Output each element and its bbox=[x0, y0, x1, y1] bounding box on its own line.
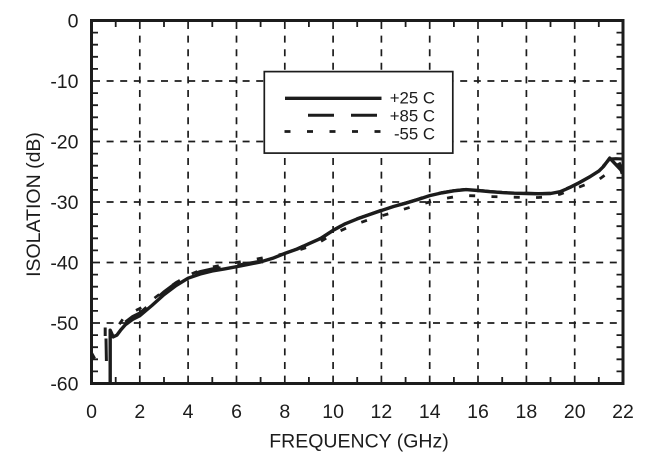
svg-text:10: 10 bbox=[322, 401, 344, 423]
svg-text:8: 8 bbox=[279, 401, 290, 423]
svg-text:-20: -20 bbox=[50, 132, 78, 154]
svg-text:0: 0 bbox=[68, 11, 79, 33]
svg-text:16: 16 bbox=[467, 401, 489, 423]
svg-text:-60: -60 bbox=[50, 374, 78, 396]
svg-text:-30: -30 bbox=[50, 192, 78, 214]
svg-text:ISOLATION (dB): ISOLATION (dB) bbox=[23, 132, 45, 277]
svg-text:22: 22 bbox=[612, 401, 634, 423]
svg-text:-55 C: -55 C bbox=[394, 125, 435, 144]
svg-text:20: 20 bbox=[564, 401, 586, 423]
svg-text:4: 4 bbox=[183, 401, 194, 423]
svg-text:FREQUENCY (GHz): FREQUENCY (GHz) bbox=[269, 431, 448, 453]
svg-text:18: 18 bbox=[516, 401, 538, 423]
svg-text:14: 14 bbox=[419, 401, 441, 423]
svg-text:2: 2 bbox=[134, 401, 145, 423]
svg-text:-10: -10 bbox=[50, 71, 78, 93]
svg-text:-40: -40 bbox=[50, 253, 78, 275]
svg-text:0: 0 bbox=[86, 401, 97, 423]
svg-text:+25 C: +25 C bbox=[390, 89, 435, 108]
svg-text:+85 C: +85 C bbox=[390, 107, 435, 126]
svg-text:12: 12 bbox=[371, 401, 393, 423]
svg-text:6: 6 bbox=[231, 401, 242, 423]
svg-text:-50: -50 bbox=[50, 313, 78, 335]
